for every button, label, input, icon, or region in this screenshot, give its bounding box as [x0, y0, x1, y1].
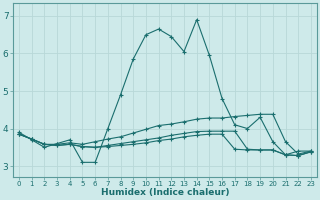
- X-axis label: Humidex (Indice chaleur): Humidex (Indice chaleur): [101, 188, 229, 197]
